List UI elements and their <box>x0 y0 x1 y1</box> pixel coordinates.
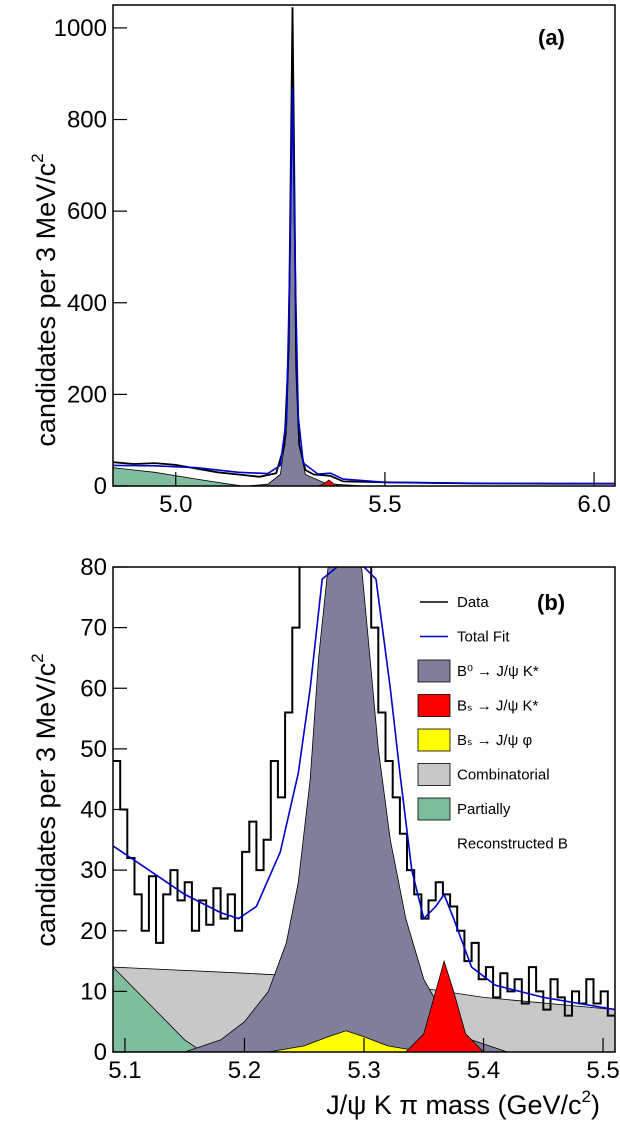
panel-a-xtick-label-1: 5.5 <box>368 491 401 518</box>
panel-b-ytick-label-3: 30 <box>80 857 107 884</box>
panel-b-ytick-label-8: 80 <box>80 554 107 581</box>
panel-a-series-0-area <box>246 91 365 486</box>
panel-a-ylabel: candidates per 3 MeV/c2 <box>28 153 61 446</box>
panel-b-xtick-label-3: 5.4 <box>467 1057 500 1084</box>
panel-a-ticks: 0 200 400 600 800 1000 5.0 5.5 6.0 <box>54 15 611 518</box>
panel-a-series-2-area <box>317 479 340 486</box>
legend-swatch-3 <box>417 694 451 717</box>
legend-swatch-2 <box>417 659 451 683</box>
panel-a-ytick-label-5: 1000 <box>54 15 107 42</box>
panel-b-ytick-label-5: 50 <box>80 736 107 763</box>
panel-b-series-1-area <box>113 966 204 1052</box>
panel-b-legend: Data Total Fit B⁰ → J/ψ K* Bₛ → J/ψ K* Bₛ → … <box>417 594 568 853</box>
panel-b-ytick-label-1: 10 <box>80 978 107 1005</box>
panel-a-frame <box>112 4 616 487</box>
panel-b-ylabel-exp: 2 <box>28 653 47 662</box>
legend-label-2: B⁰ → J/ψ K* <box>457 663 539 680</box>
legend-label-5: Combinatorial <box>457 767 550 784</box>
legend-label-1: Total Fit <box>457 629 510 646</box>
panel-a-ytick-label-4: 800 <box>67 107 107 134</box>
panel-a-xtick-label-0: 5.0 <box>159 491 192 518</box>
legend-label-3: Bₛ → J/ψ K* <box>457 698 538 715</box>
panel-a-series-3-line <box>113 7 615 485</box>
panel-a: 0 200 400 600 800 1000 5.0 5.5 6.0 (a) candidate… <box>28 4 616 518</box>
legend-swatch-4 <box>417 728 451 752</box>
panel-b-xlabel-exp: 2 <box>582 1087 591 1106</box>
panel-b-ytick-label-7: 70 <box>80 615 107 642</box>
panel-b-ytick-label-6: 60 <box>80 675 107 702</box>
panel-a-ytick-label-0: 0 <box>94 473 107 500</box>
panel-b: 0 10 20 30 40 50 60 70 80 5.1 5.2 5.3 5.4 5.5 (b) Dat… <box>28 554 620 1120</box>
panel-b-xtick-label-0: 5.1 <box>108 1057 141 1084</box>
panel-b-label: (b) <box>537 590 565 615</box>
legend-swatch-6 <box>417 797 451 821</box>
panel-b-plot-area <box>113 567 615 1052</box>
legend-label-0: Data <box>457 594 489 611</box>
panel-a-xtick-label-2: 6.0 <box>577 491 610 518</box>
panel-a-ytick-label-1: 200 <box>67 381 107 408</box>
panel-b-xlabel: J/ψ K π mass (GeV/c2) <box>326 1087 600 1120</box>
panel-b-ytick-label-0: 0 <box>94 1039 107 1066</box>
panel-a-ytick-label-3: 600 <box>67 198 107 225</box>
panel-b-xtick-label-4: 5.5 <box>586 1057 619 1084</box>
panel-b-series-6-line <box>113 567 615 1011</box>
panel-b-ylabel: candidates per 3 MeV/c2 <box>28 653 61 946</box>
panel-b-xtick-label-2: 5.3 <box>347 1057 380 1084</box>
panel-b-xtick-label-1: 5.2 <box>228 1057 261 1084</box>
legend-label-6: Partially <box>457 801 511 818</box>
panel-a-series-4-line <box>113 87 615 485</box>
panel-b-ytick-label-2: 20 <box>80 918 107 945</box>
panel-a-label: (a) <box>538 25 565 50</box>
panel-b-ytick-label-4: 40 <box>80 797 107 824</box>
panel-a-ytick-label-2: 400 <box>67 290 107 317</box>
legend-label-7: Reconstructed B <box>457 836 568 853</box>
legend-swatch-5 <box>417 763 451 786</box>
panel-b-series-4-area <box>405 959 485 1052</box>
panel-b-series-5-step <box>113 567 615 1017</box>
legend-label-4: Bₛ → J/ψ φ <box>457 732 532 749</box>
panel-a-series-1-area <box>113 467 243 486</box>
panel-b-ticks: 0 10 20 30 40 50 60 70 80 5.1 5.2 5.3 5.4 5.5 <box>80 554 619 1084</box>
panel-a-ylabel-exp: 2 <box>28 153 47 162</box>
panel-a-plot-area <box>113 7 615 486</box>
